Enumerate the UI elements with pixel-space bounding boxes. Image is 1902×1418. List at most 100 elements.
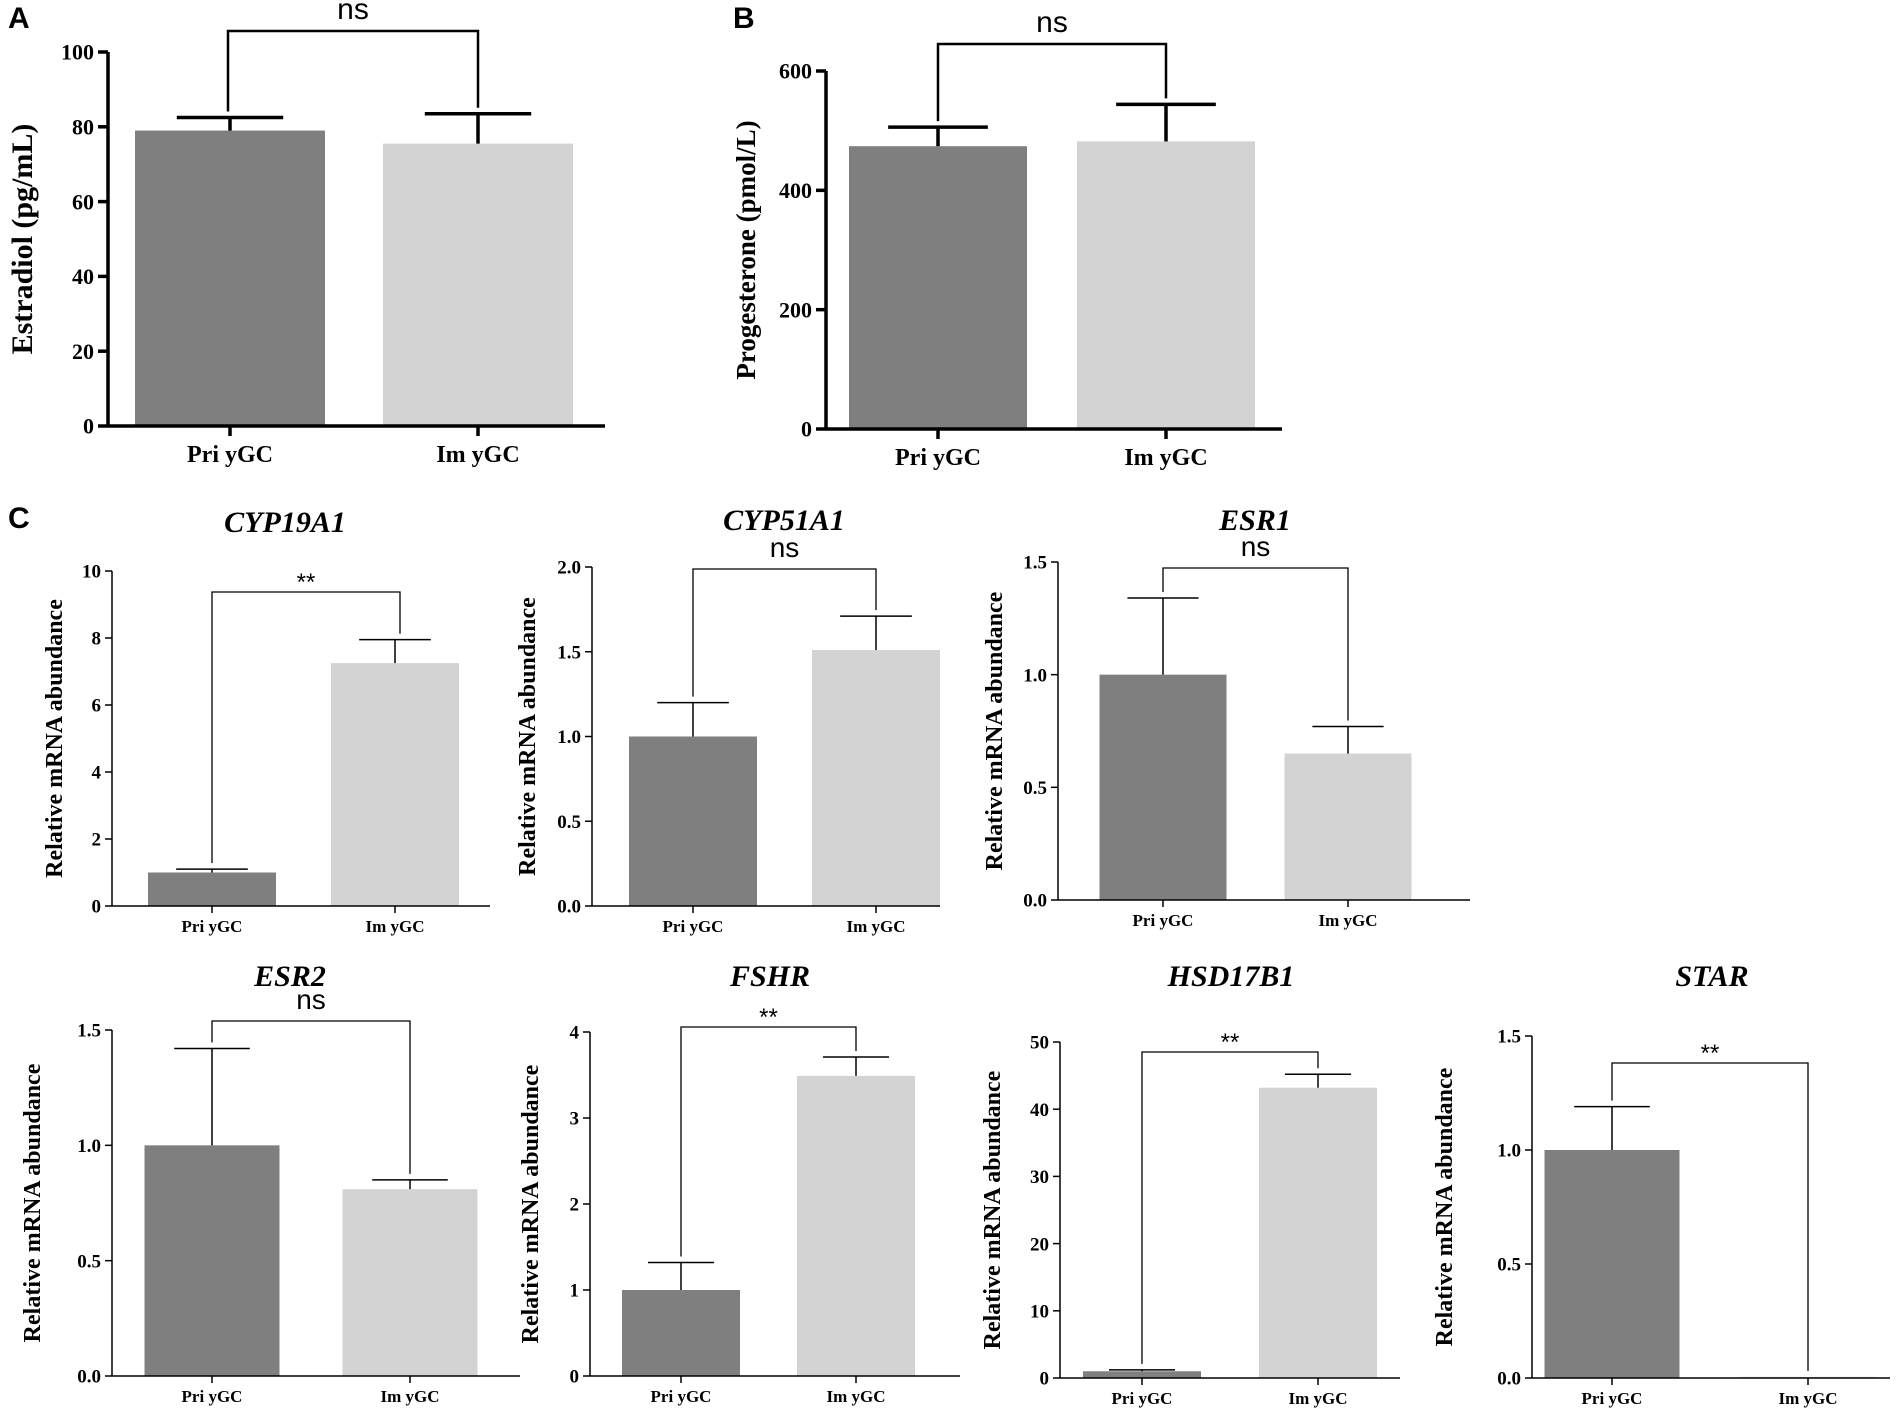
y-tick-label-c6: 30: [1030, 1167, 1049, 1188]
chart-title-c6: HSD17B1: [1167, 960, 1295, 993]
x-tick-label-c4: Im yGC: [380, 1387, 439, 1406]
y-tick-label-c2: 1.5: [557, 642, 581, 663]
bar-b-pri: [849, 146, 1027, 429]
chart-c7: 0.0 0.5 1.0 1.5 Pri yGC Im yGC Relative mRNA a…: [1432, 960, 1890, 1408]
bar-c3-im: [1284, 753, 1412, 900]
bar-c6-im: [1259, 1087, 1377, 1378]
y-tick-label-c7: 0.0: [1497, 1369, 1521, 1390]
bar-a-pri: [135, 130, 325, 427]
x-tick-label-c6: Im yGC: [1288, 1389, 1347, 1408]
y-tick-label-c6: 40: [1030, 1100, 1049, 1121]
chart-title-c5: FSHR: [729, 960, 810, 993]
x-tick-label-c2: Pri yGC: [663, 917, 724, 936]
x-tick-label-c5: Pri yGC: [651, 1387, 712, 1406]
y-tick-label-c6: 50: [1030, 1033, 1049, 1054]
y-tick-label-a: 60: [72, 189, 94, 214]
y-tick-label-c5: 0: [570, 1367, 580, 1388]
y-tick-label-c5: 3: [570, 1109, 580, 1130]
y-tick-label-a: 20: [72, 339, 94, 364]
x-tick-label-c7: Im yGC: [1778, 1389, 1837, 1408]
y-tick-label-c2: 0.0: [557, 897, 581, 918]
y-tick-label-b: 600: [779, 59, 812, 84]
chart-c4: 0.0 0.5 1.0 1.5 Pri yGC Im yGC Relative mRNA a…: [20, 960, 520, 1406]
significance-label-c2: ns: [770, 532, 800, 563]
y-tick-label-c5: 2: [570, 1195, 580, 1216]
y-axis-label-b: Progesterone (pmol/L): [731, 120, 761, 379]
x-tick-label-a: Pri yGC: [187, 442, 273, 468]
y-tick-label-c7: 0.5: [1497, 1255, 1521, 1276]
x-tick-label-c7: Pri yGC: [1582, 1389, 1643, 1408]
panel-label-c: C: [8, 502, 30, 535]
y-tick-label-c2: 0.5: [557, 812, 581, 833]
significance-bracket-c3: [1162, 567, 1349, 721]
significance-bracket-c7: [1611, 1062, 1809, 1371]
bar-c4-im: [342, 1189, 478, 1376]
y-tick-label-c6: 0: [1040, 1369, 1050, 1390]
chart-a: 0 20 40 60 80 100 Pri yGC Im yGC Estradiol (pg/m…: [6, 0, 605, 468]
x-tick-label-c5: Im yGC: [826, 1387, 885, 1406]
significance-bracket-c5: [680, 1026, 857, 1257]
y-tick-label-b: 0: [801, 417, 812, 442]
x-tick-label-b: Pri yGC: [895, 445, 981, 471]
significance-label-c4: ns: [296, 984, 326, 1015]
y-tick-label-c1: 10: [82, 562, 101, 583]
y-tick-label-c6: 20: [1030, 1234, 1049, 1255]
y-tick-label-c1: 6: [92, 696, 102, 717]
significance-label-c6: **: [1221, 1029, 1240, 1056]
chart-title-c3: ESR1: [1218, 504, 1291, 537]
chart-c1: 0 2 4 6 8 10 Pri yGC Im yGC Relative mRNA abunda…: [42, 506, 490, 936]
y-tick-label-c2: 2.0: [557, 558, 581, 579]
y-tick-label-a: 40: [72, 264, 94, 289]
chart-c5: 0 1 2 3 4 Pri yGC Im yGC Relative mRNA abundanc…: [518, 960, 960, 1406]
y-tick-label-c1: 0: [92, 897, 102, 918]
bar-a-im: [383, 143, 573, 426]
significance-label-c3: ns: [1241, 531, 1271, 562]
significance-bracket-c6: [1141, 1051, 1319, 1364]
x-tick-label-c6: Pri yGC: [1112, 1389, 1173, 1408]
bar-c7-pri: [1544, 1150, 1680, 1378]
bar-b-im: [1077, 141, 1255, 429]
bar-c5-im: [797, 1075, 915, 1376]
chart-c3: 0.0 0.5 1.0 1.5 Pri yGC Im yGC Relative mRNA a…: [982, 504, 1470, 930]
bar-c4-pri: [144, 1145, 280, 1376]
bar-c3-pri: [1099, 674, 1227, 900]
panel-label-b: B: [733, 2, 755, 35]
y-tick-label-c5: 1: [570, 1281, 580, 1302]
x-tick-label-c2: Im yGC: [846, 917, 905, 936]
y-tick-label-a: 100: [61, 40, 94, 65]
significance-label-b: ns: [1036, 6, 1068, 39]
x-tick-label-a: Im yGC: [436, 442, 519, 468]
x-tick-label-b: Im yGC: [1124, 445, 1207, 471]
chart-title-c7: STAR: [1675, 960, 1748, 993]
bar-c1-im: [331, 663, 459, 906]
y-tick-label-c5: 4: [570, 1023, 580, 1044]
significance-bracket-a: [226, 29, 480, 112]
chart-c6: 0 10 20 30 40 50 Pri yGC Im yGC Relative mRNA ab…: [980, 960, 1400, 1408]
chart-title-c2: CYP51A1: [723, 504, 845, 537]
y-tick-label-c3: 0.5: [1023, 778, 1047, 799]
chart-b: 0 200 400 600 Pri yGC Im yGC Progesterone (pmo…: [731, 6, 1282, 471]
y-tick-label-c6: 10: [1030, 1301, 1049, 1322]
bar-c2-im: [812, 650, 940, 906]
x-tick-label-c3: Pri yGC: [1133, 911, 1194, 930]
y-axis-label-c3: Relative mRNA abundance: [982, 591, 1008, 870]
y-axis-label-c2: Relative mRNA abundance: [515, 597, 541, 876]
y-tick-label-c4: 1.5: [77, 1021, 101, 1042]
y-tick-label-c1: 2: [92, 830, 102, 851]
y-tick-label-c3: 1.5: [1023, 553, 1047, 574]
y-tick-label-c4: 1.0: [77, 1136, 101, 1157]
bar-c6-pri: [1083, 1371, 1201, 1378]
bar-c5-pri: [622, 1290, 740, 1376]
y-tick-label-c1: 4: [92, 763, 102, 784]
y-tick-label-c7: 1.0: [1497, 1141, 1521, 1162]
y-tick-label-c1: 8: [92, 629, 102, 650]
y-tick-label-b: 200: [779, 297, 812, 322]
significance-label-a: ns: [337, 0, 369, 26]
significance-label-c5: **: [759, 1004, 778, 1031]
y-tick-label-c4: 0.0: [77, 1367, 101, 1388]
significance-bracket-c1: [211, 591, 401, 864]
y-tick-label-c4: 0.5: [77, 1251, 101, 1272]
significance-bracket-b: [936, 42, 1168, 122]
x-tick-label-c1: Pri yGC: [182, 917, 243, 936]
